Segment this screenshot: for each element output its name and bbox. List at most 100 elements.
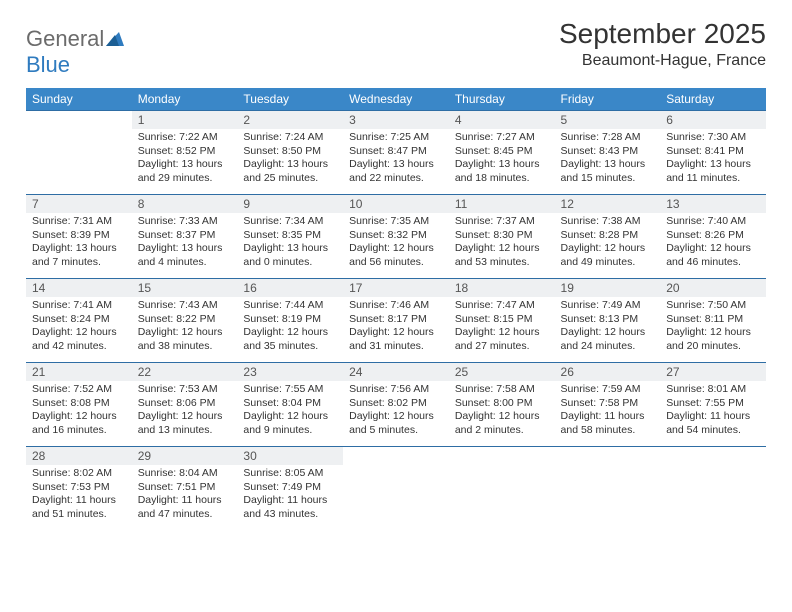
day-body: Sunrise: 7:22 AMSunset: 8:52 PMDaylight:… [132,129,238,190]
daylight-line: Daylight: 11 hours and 58 minutes. [561,410,655,437]
sunrise-line: Sunrise: 7:52 AM [32,383,126,397]
day-number: 2 [237,111,343,129]
daylight-line: Daylight: 12 hours and 9 minutes. [243,410,337,437]
sunrise-line: Sunrise: 7:40 AM [666,215,760,229]
day-body: Sunrise: 7:35 AMSunset: 8:32 PMDaylight:… [343,213,449,274]
sunrise-line: Sunrise: 7:27 AM [455,131,549,145]
sunset-line: Sunset: 8:08 PM [32,397,126,411]
calendar-day-cell: 14Sunrise: 7:41 AMSunset: 8:24 PMDayligh… [26,279,132,363]
daylight-line: Daylight: 11 hours and 51 minutes. [32,494,126,521]
calendar-day-cell: 3Sunrise: 7:25 AMSunset: 8:47 PMDaylight… [343,111,449,195]
daylight-line: Daylight: 13 hours and 7 minutes. [32,242,126,269]
daylight-line: Daylight: 12 hours and 24 minutes. [561,326,655,353]
sunrise-line: Sunrise: 7:37 AM [455,215,549,229]
day-body: Sunrise: 7:49 AMSunset: 8:13 PMDaylight:… [555,297,661,358]
day-body: Sunrise: 7:44 AMSunset: 8:19 PMDaylight:… [237,297,343,358]
sunrise-line: Sunrise: 7:44 AM [243,299,337,313]
daylight-line: Daylight: 11 hours and 54 minutes. [666,410,760,437]
sunrise-line: Sunrise: 7:22 AM [138,131,232,145]
day-number: 21 [26,363,132,381]
calendar-day-cell: 20Sunrise: 7:50 AMSunset: 8:11 PMDayligh… [660,279,766,363]
sunset-line: Sunset: 8:37 PM [138,229,232,243]
calendar-header-row: SundayMondayTuesdayWednesdayThursdayFrid… [26,88,766,111]
day-body: Sunrise: 7:52 AMSunset: 8:08 PMDaylight:… [26,381,132,442]
day-number: 27 [660,363,766,381]
sunrise-line: Sunrise: 7:33 AM [138,215,232,229]
calendar-day-cell: 5Sunrise: 7:28 AMSunset: 8:43 PMDaylight… [555,111,661,195]
calendar-day-cell: . [555,447,661,531]
logo-text-blue: Blue [26,52,70,77]
day-body: Sunrise: 7:37 AMSunset: 8:30 PMDaylight:… [449,213,555,274]
sunrise-line: Sunrise: 7:38 AM [561,215,655,229]
calendar-week-row: .1Sunrise: 7:22 AMSunset: 8:52 PMDayligh… [26,111,766,195]
calendar-table: SundayMondayTuesdayWednesdayThursdayFrid… [26,88,766,531]
calendar-day-cell: 25Sunrise: 7:58 AMSunset: 8:00 PMDayligh… [449,363,555,447]
sunset-line: Sunset: 8:22 PM [138,313,232,327]
daylight-line: Daylight: 11 hours and 47 minutes. [138,494,232,521]
day-body: Sunrise: 7:53 AMSunset: 8:06 PMDaylight:… [132,381,238,442]
daylight-line: Daylight: 13 hours and 0 minutes. [243,242,337,269]
day-number: 15 [132,279,238,297]
day-number: 10 [343,195,449,213]
day-body: Sunrise: 7:38 AMSunset: 8:28 PMDaylight:… [555,213,661,274]
day-number: 4 [449,111,555,129]
calendar-day-cell: 30Sunrise: 8:05 AMSunset: 7:49 PMDayligh… [237,447,343,531]
daylight-line: Daylight: 13 hours and 18 minutes. [455,158,549,185]
sunset-line: Sunset: 8:15 PM [455,313,549,327]
header: General Blue September 2025 Beaumont-Hag… [26,18,766,78]
calendar-day-cell: . [449,447,555,531]
calendar-day-cell: 21Sunrise: 7:52 AMSunset: 8:08 PMDayligh… [26,363,132,447]
day-number: 1 [132,111,238,129]
day-number: 7 [26,195,132,213]
logo: General Blue [26,18,124,78]
sunrise-line: Sunrise: 7:50 AM [666,299,760,313]
day-number: 11 [449,195,555,213]
logo-triangle-icon [106,26,124,52]
weekday-header: Sunday [26,88,132,111]
calendar-page: General Blue September 2025 Beaumont-Hag… [0,0,792,541]
day-number: 14 [26,279,132,297]
calendar-body: .1Sunrise: 7:22 AMSunset: 8:52 PMDayligh… [26,111,766,531]
sunrise-line: Sunrise: 7:55 AM [243,383,337,397]
day-number: 3 [343,111,449,129]
calendar-day-cell: 12Sunrise: 7:38 AMSunset: 8:28 PMDayligh… [555,195,661,279]
sunset-line: Sunset: 8:02 PM [349,397,443,411]
daylight-line: Daylight: 12 hours and 56 minutes. [349,242,443,269]
sunrise-line: Sunrise: 7:31 AM [32,215,126,229]
day-body: Sunrise: 7:30 AMSunset: 8:41 PMDaylight:… [660,129,766,190]
calendar-day-cell: 1Sunrise: 7:22 AMSunset: 8:52 PMDaylight… [132,111,238,195]
day-body: Sunrise: 7:58 AMSunset: 8:00 PMDaylight:… [449,381,555,442]
sunrise-line: Sunrise: 7:56 AM [349,383,443,397]
day-number: 24 [343,363,449,381]
daylight-line: Daylight: 12 hours and 53 minutes. [455,242,549,269]
daylight-line: Daylight: 13 hours and 22 minutes. [349,158,443,185]
calendar-day-cell: 18Sunrise: 7:47 AMSunset: 8:15 PMDayligh… [449,279,555,363]
sunset-line: Sunset: 8:17 PM [349,313,443,327]
calendar-day-cell: 13Sunrise: 7:40 AMSunset: 8:26 PMDayligh… [660,195,766,279]
day-body: Sunrise: 7:40 AMSunset: 8:26 PMDaylight:… [660,213,766,274]
daylight-line: Daylight: 13 hours and 29 minutes. [138,158,232,185]
daylight-line: Daylight: 12 hours and 38 minutes. [138,326,232,353]
calendar-day-cell: . [26,111,132,195]
calendar-day-cell: 28Sunrise: 8:02 AMSunset: 7:53 PMDayligh… [26,447,132,531]
day-number: 5 [555,111,661,129]
sunrise-line: Sunrise: 7:47 AM [455,299,549,313]
day-body: Sunrise: 7:59 AMSunset: 7:58 PMDaylight:… [555,381,661,442]
day-number: 16 [237,279,343,297]
sunrise-line: Sunrise: 8:05 AM [243,467,337,481]
day-number: 6 [660,111,766,129]
sunset-line: Sunset: 8:04 PM [243,397,337,411]
calendar-day-cell: 7Sunrise: 7:31 AMSunset: 8:39 PMDaylight… [26,195,132,279]
day-body: Sunrise: 7:41 AMSunset: 8:24 PMDaylight:… [26,297,132,358]
location: Beaumont-Hague, France [559,52,766,70]
sunset-line: Sunset: 7:51 PM [138,481,232,495]
day-body: Sunrise: 7:43 AMSunset: 8:22 PMDaylight:… [132,297,238,358]
month-title: September 2025 [559,18,766,50]
sunrise-line: Sunrise: 7:30 AM [666,131,760,145]
sunrise-line: Sunrise: 7:34 AM [243,215,337,229]
daylight-line: Daylight: 12 hours and 35 minutes. [243,326,337,353]
day-body: Sunrise: 7:47 AMSunset: 8:15 PMDaylight:… [449,297,555,358]
calendar-day-cell: 4Sunrise: 7:27 AMSunset: 8:45 PMDaylight… [449,111,555,195]
daylight-line: Daylight: 12 hours and 20 minutes. [666,326,760,353]
weekday-header: Saturday [660,88,766,111]
